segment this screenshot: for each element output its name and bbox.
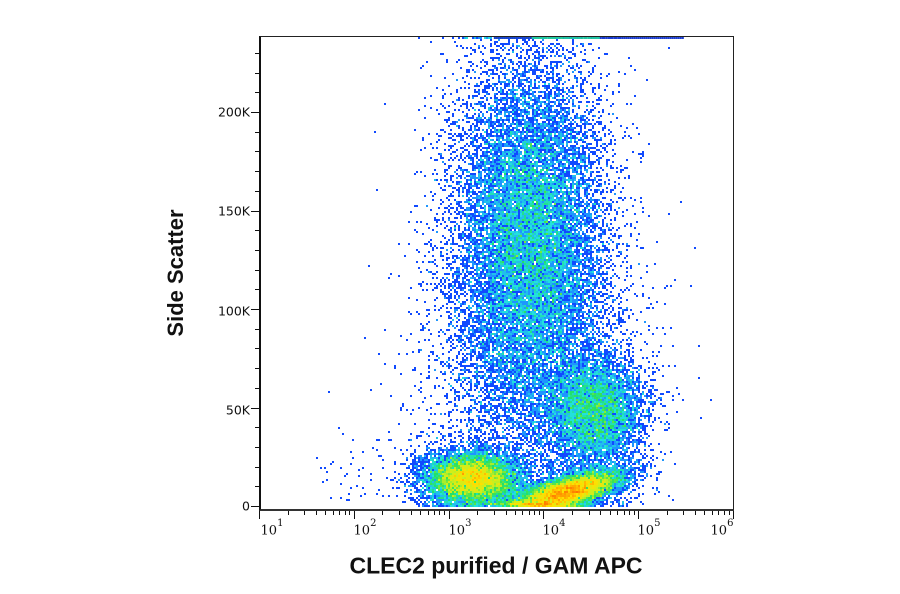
x-minor-tick <box>695 511 696 515</box>
x-minor-tick <box>712 511 713 515</box>
x-minor-tick <box>704 511 705 515</box>
x-minor-tick <box>718 511 719 515</box>
x-tick-exponent: 3 <box>465 518 472 529</box>
x-minor-tick <box>683 511 684 515</box>
y-minor-tick <box>255 151 259 152</box>
y-minor-tick <box>255 486 259 487</box>
y-major-tick <box>251 309 259 310</box>
x-minor-tick <box>724 511 725 515</box>
x-minor-tick <box>399 511 400 515</box>
x-minor-tick <box>288 511 289 515</box>
y-major-tick <box>251 408 259 409</box>
y-minor-tick <box>255 132 259 133</box>
x-minor-tick <box>382 511 383 515</box>
x-minor-tick <box>434 511 435 515</box>
y-minor-tick <box>255 467 259 468</box>
x-major-tick <box>733 511 734 519</box>
x-minor-tick <box>477 511 478 515</box>
y-minor-tick <box>255 388 259 389</box>
y-minor-tick <box>255 289 259 290</box>
y-minor-tick <box>255 171 259 172</box>
x-tick-exponent: 6 <box>727 518 734 529</box>
x-major-tick <box>543 511 544 519</box>
y-tick-label-50k: 50K <box>225 402 250 418</box>
x-minor-tick <box>522 511 523 515</box>
y-minor-tick <box>255 270 259 271</box>
y-minor-tick <box>255 329 259 330</box>
x-minor-tick <box>534 511 535 515</box>
x-tick-exponent: 1 <box>277 518 284 529</box>
y-minor-tick <box>255 53 259 54</box>
x-minor-tick <box>729 511 730 515</box>
x-tick-exponent: 5 <box>654 518 661 529</box>
x-minor-tick <box>325 511 326 515</box>
x-minor-tick <box>411 511 412 515</box>
x-major-tick <box>259 511 260 519</box>
y-minor-tick <box>255 191 259 192</box>
x-minor-tick <box>634 511 635 515</box>
y-minor-tick <box>255 368 259 369</box>
x-minor-tick <box>304 511 305 515</box>
x-minor-tick <box>529 511 530 515</box>
y-minor-tick <box>255 230 259 231</box>
y-axis-title: Side Scatter <box>163 209 188 337</box>
x-minor-tick <box>349 511 350 515</box>
x-minor-tick <box>428 511 429 515</box>
x-tick-base: 10 <box>710 523 728 539</box>
x-tick-base: 10 <box>260 523 278 539</box>
y-tick-label-150k: 150K <box>217 203 250 219</box>
x-major-tick <box>449 511 450 519</box>
x-minor-tick <box>667 511 668 515</box>
x-minor-tick <box>333 511 334 515</box>
y-tick-label-0: 0 <box>242 498 250 514</box>
x-minor-tick <box>629 511 630 515</box>
x-axis-title: CLEC2 purified / GAM APC <box>349 552 643 579</box>
plot-frame <box>259 36 734 511</box>
x-tick-exponent: 4 <box>559 518 566 529</box>
x-minor-tick <box>316 511 317 515</box>
x-major-tick <box>638 511 639 519</box>
x-minor-tick <box>345 511 346 515</box>
x-minor-tick <box>444 511 445 515</box>
y-minor-tick <box>255 348 259 349</box>
x-tick-label-1e2: 102 <box>353 518 377 539</box>
x-tick-base: 10 <box>542 523 560 539</box>
y-tick-label-100k: 100K <box>217 303 250 319</box>
x-tick-base: 10 <box>353 523 371 539</box>
x-minor-tick <box>572 511 573 515</box>
x-minor-tick <box>589 511 590 515</box>
x-minor-tick <box>539 511 540 515</box>
x-minor-tick <box>624 511 625 515</box>
x-tick-exponent: 2 <box>370 518 377 529</box>
x-minor-tick <box>494 511 495 515</box>
y-minor-tick <box>255 250 259 251</box>
x-tick-label-1e5: 105 <box>637 518 661 539</box>
y-minor-tick <box>255 92 259 93</box>
x-minor-tick <box>515 511 516 515</box>
x-minor-tick <box>600 511 601 515</box>
x-minor-tick <box>439 511 440 515</box>
x-minor-tick <box>420 511 421 515</box>
density-scatter-area <box>260 37 733 509</box>
x-tick-label-1e4: 104 <box>542 518 566 539</box>
x-tick-label-1e3: 103 <box>448 518 472 539</box>
x-minor-tick <box>339 511 340 515</box>
x-major-tick <box>354 511 355 519</box>
y-minor-tick <box>255 73 259 74</box>
y-major-tick <box>251 112 259 113</box>
x-tick-base: 10 <box>637 523 655 539</box>
x-tick-base: 10 <box>448 523 466 539</box>
x-minor-tick <box>506 511 507 515</box>
x-tick-label-1e1: 101 <box>260 518 284 539</box>
y-major-tick <box>251 211 259 212</box>
x-minor-tick <box>610 511 611 515</box>
x-tick-label-1e6: 106 <box>710 518 734 539</box>
x-minor-tick <box>617 511 618 515</box>
y-minor-tick <box>255 447 259 448</box>
y-major-tick <box>251 506 259 507</box>
y-tick-label-200k: 200K <box>217 104 250 120</box>
y-minor-tick <box>255 427 259 428</box>
